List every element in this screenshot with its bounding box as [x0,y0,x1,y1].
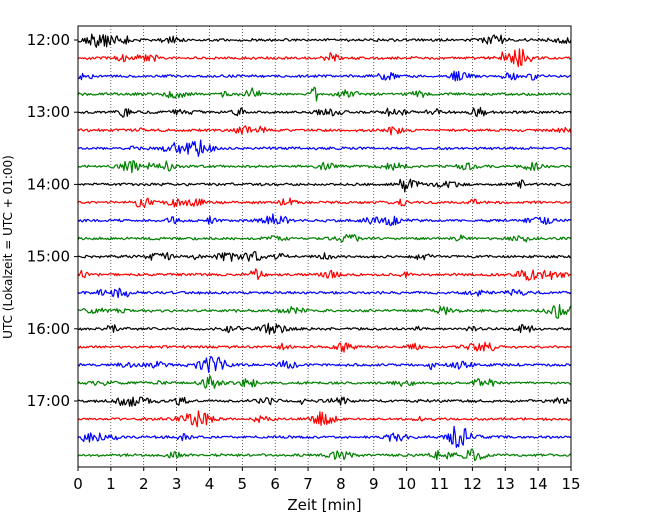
trace-1715 [77,410,572,428]
y-tick-label: 14:00 [27,175,70,193]
x-tick-label: 0 [73,475,83,493]
trace-1730 [77,425,572,448]
y-tick-label: 15:00 [27,248,70,266]
x-tick-label: 15 [561,475,580,493]
y-axis-ticks: 12:00 13:00 14:00 15:00 16:00 17:00 [27,31,78,410]
x-axis-ticks: 0 1 2 3 4 5 6 7 8 9 10 11 12 13 14 15 [73,467,581,493]
trace-1500 [77,250,572,262]
x-tick-label: 2 [139,475,149,493]
trace-1530 [77,287,572,299]
x-axis-label: Zeit [min] [287,496,361,514]
x-tick-label: 11 [430,475,449,493]
x-tick-label: 12 [463,475,482,493]
trace-1445 [77,233,572,243]
x-tick-label: 13 [496,475,515,493]
trace-1300 [77,106,572,118]
trace-1345 [77,160,572,174]
x-tick-label: 4 [205,475,215,493]
x-tick-label: 6 [270,475,280,493]
x-tick-label: 5 [238,475,248,493]
plot-frame [77,25,572,468]
x-tick-label: 3 [172,475,182,493]
x-tick-label: 1 [106,475,116,493]
trace-1700 [77,396,572,407]
y-tick-label: 17:00 [27,392,70,410]
trace-1545 [77,303,572,319]
y-tick-label: 12:00 [27,31,70,49]
seismic-traces [77,33,572,462]
trace-1645 [77,375,572,389]
trace-1215 [77,48,572,68]
x-tick-label: 10 [397,475,416,493]
trace-1745 [77,448,572,462]
trace-1200 [77,33,572,48]
trace-1615 [77,341,572,353]
y-tick-label: 13:00 [27,103,70,121]
trace-1515 [77,268,572,281]
trace-1630 [77,355,572,373]
x-tick-label: 7 [303,475,313,493]
trace-1600 [77,322,572,335]
y-tick-label: 16:00 [27,320,70,338]
trace-1245 [77,86,572,102]
trace-1330 [77,139,572,157]
y-axis-label: UTC (Lokalzeit = UTC + 01:00) [1,155,15,339]
x-tick-label: 9 [369,475,379,493]
trace-1230 [77,70,572,82]
x-tick-label: 8 [336,475,346,493]
trace-1400 [77,178,572,193]
trace-1430 [77,213,572,227]
trace-1315 [77,125,572,136]
trace-1415 [77,197,572,209]
x-tick-label: 14 [529,475,548,493]
